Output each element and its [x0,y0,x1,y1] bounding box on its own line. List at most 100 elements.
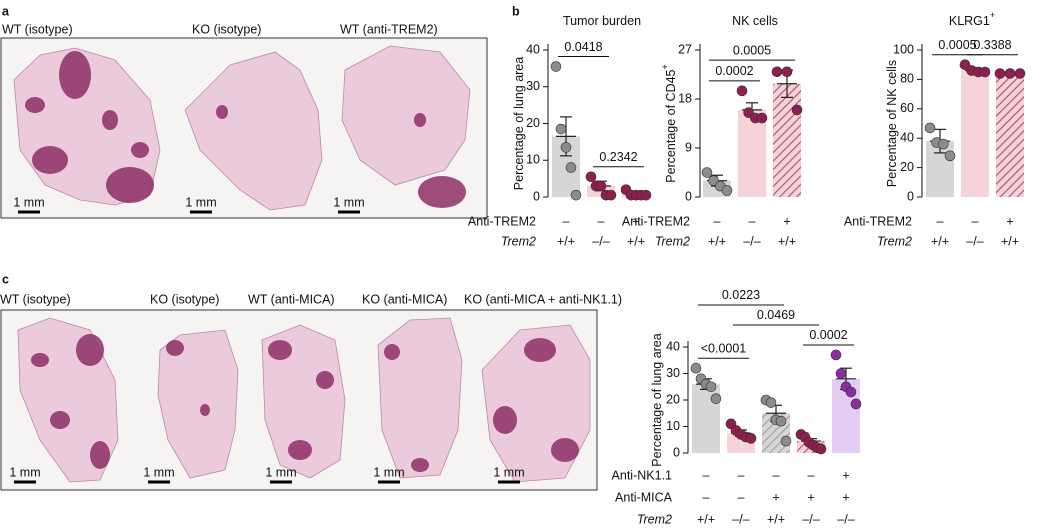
y-tick-label: 30 [526,79,540,93]
data-point [690,362,702,374]
condition-value: – [598,214,605,228]
condition-label: Anti-TREM2 [622,214,690,228]
condition-value: – [714,214,721,228]
scale-bar-label: 1 mm [143,465,174,479]
data-point [959,59,971,70]
condition-value: +/+ [708,234,726,248]
p-value: 0.0002 [715,64,753,78]
data-point [924,122,936,134]
data-point [850,398,862,410]
y-tick-label: 9 [685,140,692,154]
data-point [640,189,652,201]
y-label-superscript: + [660,64,670,69]
condition-label: Anti-NK1.1 [612,468,672,482]
y-label-text: Percentage of lung area [650,333,664,466]
y-tick-label: 0 [685,189,692,203]
condition-value: +/+ [767,512,785,526]
y-tick-label: 40 [900,130,914,144]
condition-value: – [972,214,979,228]
condition-value: –/– [837,512,854,526]
p-value: 0.2342 [599,150,637,164]
image-caption: WT (isotype) [2,22,73,36]
data-point [736,85,748,97]
scale-bar-label: 1 mm [185,195,216,209]
condition-value: – [703,490,710,504]
data-point [585,171,597,183]
image-caption: WT (isotype) [0,292,71,306]
data-point [835,368,847,379]
condition-value: +/+ [557,234,575,248]
condition-value: +/+ [931,234,949,248]
data-point [1014,68,1026,79]
condition-value: – [773,468,780,482]
bar [961,70,989,197]
data-point [765,397,777,408]
y-tick-label: 40 [666,339,680,353]
image-caption: KO (anti-MICA + anti-NK1.1) [464,292,622,306]
p-value: 0.0418 [564,40,602,54]
scale-bar-label: 1 mm [265,465,296,479]
y-tick-label: 80 [900,72,914,86]
condition-value: –/– [802,512,819,526]
condition-value: + [772,490,779,504]
condition-value: + [1006,214,1013,228]
y-tick-label: 100 [893,42,914,56]
condition-label: Trem2 [655,234,690,248]
data-point [938,138,949,150]
title-superscript: + [990,10,995,20]
bar [996,73,1024,197]
histology-a [0,37,488,219]
y-tick-label: 30 [666,366,680,380]
condition-value: – [563,214,570,228]
scale-bar-label: 1 mm [13,195,44,209]
p-value: <0.0001 [701,341,747,355]
p-value: 0.0002 [809,328,847,342]
bar [587,185,615,197]
condition-label: Anti-TREM2 [844,214,912,228]
p-value: 0.3388 [973,38,1011,52]
condition-label: Trem2 [501,234,536,248]
condition-value: +/+ [697,512,715,526]
image-caption: KO (isotype) [192,22,261,36]
y-tick-label: 18 [678,91,692,105]
data-point [1004,68,1016,79]
data-point [815,443,827,455]
data-point [830,349,842,361]
condition-value: – [808,468,815,482]
title-text: NK cells [732,14,778,28]
data-point [701,167,713,178]
condition-value: – [703,468,710,482]
bar [773,83,801,197]
image-caption: WT (anti-TREM2) [340,22,438,36]
y-tick-label: 60 [900,101,914,115]
data-point [781,66,793,78]
bar [738,109,766,197]
data-point [756,112,768,124]
image-caption: KO (anti-MICA) [362,292,447,306]
y-tick-label: 10 [666,419,680,433]
y-axis-label: Percentage of CD45+ [660,64,678,183]
chart-title: NK cells [732,14,778,28]
condition-value: –/– [732,512,749,526]
y-tick-label: 0 [907,189,914,203]
y-axis-label: Percentage of NK cells [885,60,899,187]
y-label-text: Percentage of CD45 [664,69,678,182]
condition-label: Anti-MICA [615,490,673,504]
scale-bar-label: 1 mm [373,465,404,479]
data-point [994,68,1006,79]
p-value: 0.0005 [938,38,976,52]
data-point [791,104,803,116]
condition-value: + [807,490,814,504]
data-point [771,66,783,78]
p-value: 0.0005 [733,43,771,57]
condition-value: – [738,468,745,482]
chart-title: KLRG1+ [949,10,995,28]
data-point [605,189,617,201]
image-caption: KO (isotype) [150,292,219,306]
data-point [845,386,857,398]
condition-value: –/– [592,234,609,248]
data-point [595,180,607,192]
condition-value: – [937,214,944,228]
panel-label: c [2,272,9,286]
